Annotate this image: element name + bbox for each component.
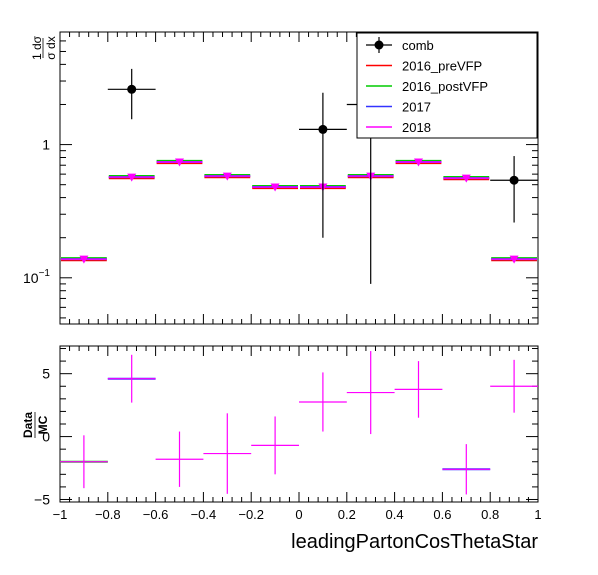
bottom-ylabel-denominator: MC [36, 415, 50, 434]
mc-2018-marker [79, 255, 89, 264]
ratio-point [251, 416, 299, 475]
mc-2018-marker [127, 173, 137, 182]
legend-swatch-marker [374, 40, 384, 50]
legend-entry: 2018 [366, 120, 431, 135]
ratio-series [60, 351, 538, 495]
ratio-point [442, 444, 491, 495]
legend-label: 2016_preVFP [402, 59, 482, 74]
ratio-point [346, 351, 395, 435]
mc-2018-marker [509, 255, 519, 264]
top-ylabel-denominator: σ dx [44, 36, 58, 59]
top-panel: 10−1 1 1 dσ σ dx comb 2016_preVFP 2016_post… [23, 31, 539, 325]
top-y-tick-label: 1 [42, 137, 50, 153]
x-tick-label: 1 [534, 507, 541, 522]
mc-2018-marker [175, 158, 184, 167]
bottom-y-tick-label: 0 [42, 429, 50, 445]
legend-entry: 2017 [366, 100, 431, 115]
bottom-y-tick-label: 5 [42, 366, 50, 382]
ratio-point [107, 354, 156, 403]
x-tick-label: −0.4 [191, 507, 217, 522]
legend-entry: 2016_preVFP [366, 59, 482, 74]
x-tick-label: −0.2 [238, 507, 264, 522]
x-tick-label: −0.8 [95, 507, 121, 522]
bottom-ylabel: Data MC [21, 412, 50, 438]
top-ylabel-numerator: 1 dσ [30, 35, 44, 60]
legend-label: 2017 [402, 100, 431, 115]
x-tick-label: 0 [295, 507, 302, 522]
top-axis-ticks: 10−1 1 [23, 31, 539, 324]
legend: comb 2016_preVFP 2016_postVFP 2017 2018 [356, 32, 538, 139]
legend-label: comb [402, 38, 434, 53]
x-tick-label: 0.8 [481, 507, 499, 522]
top-mc-series [61, 158, 537, 264]
legend-label: 2016_postVFP [402, 79, 488, 94]
mc-2018-marker [270, 183, 280, 192]
x-tick-label: −0.6 [143, 507, 169, 522]
comb-point [127, 84, 137, 94]
bottom-ylabel-numerator: Data [21, 412, 35, 438]
legend-entry: 2016_postVFP [366, 79, 488, 94]
ratio-point [299, 372, 347, 432]
top-y-tick-label: 10−1 [23, 268, 50, 286]
ratio-point [490, 359, 538, 413]
x-tick-label: 0.6 [433, 507, 451, 522]
bottom-y-tick-label: −5 [34, 491, 50, 507]
x-axis-label: leadingPartonCosThetaStar [291, 531, 538, 553]
x-tick-label: 0.2 [338, 507, 356, 522]
ratio-point [60, 435, 108, 489]
x-tick-label: 0.4 [386, 507, 404, 522]
legend-label: 2018 [402, 120, 431, 135]
x-tick-label: −1 [53, 507, 68, 522]
mc-2018-marker [414, 158, 423, 167]
comb-point [318, 124, 328, 134]
top-ylabel: 1 dσ σ dx [30, 35, 58, 60]
ratio-point [155, 431, 204, 487]
bottom-axis-ticks: −1 −0.8 −0.6 −0.4 −0.2 0 0.2 0.4 0.6 0.8 1 −5 0 5 [34, 346, 542, 522]
legend-entry: comb [366, 37, 434, 53]
ratio-point [394, 361, 443, 418]
mc-2018-marker [222, 172, 232, 181]
mc-2018-marker [461, 174, 471, 183]
comb-point [509, 175, 519, 185]
ratio-point [203, 413, 252, 494]
bottom-panel: −1 −0.8 −0.6 −0.4 −0.2 0 0.2 0.4 0.6 0.8 1 −5 0 5 Dat… [21, 345, 542, 553]
